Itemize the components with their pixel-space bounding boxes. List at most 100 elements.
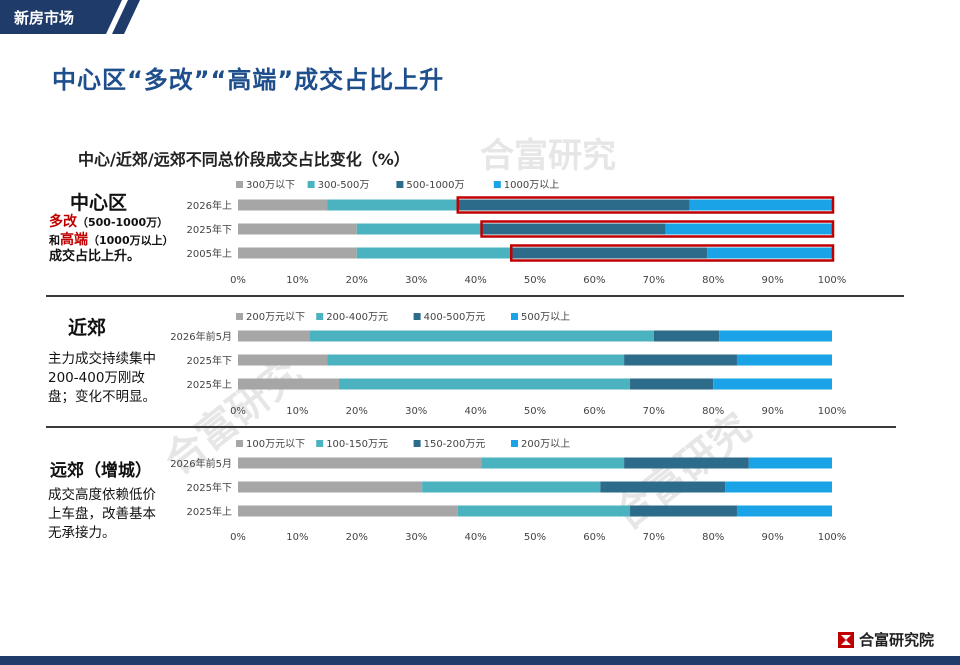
bar-segment <box>238 505 458 517</box>
suburb-note-line2: 200-400万刚改 <box>48 370 145 386</box>
category-label: 2026年前5月 <box>170 457 232 470</box>
bar-segment <box>356 247 512 259</box>
legend-swatch <box>511 440 518 447</box>
bar-segment <box>689 199 832 211</box>
bar-segment <box>238 378 339 390</box>
bar-segment <box>600 481 726 493</box>
x-tick-label: 10% <box>286 275 308 286</box>
bar-segment <box>665 223 832 235</box>
legend-label: 300-500万 <box>318 180 370 191</box>
x-tick-label: 10% <box>286 532 308 543</box>
x-tick-label: 30% <box>405 532 427 543</box>
bar-segment <box>630 378 714 390</box>
bar-segment <box>713 378 832 390</box>
legend-label: 1000万以上 <box>504 179 559 191</box>
bar-segment <box>481 223 666 235</box>
x-tick-label: 80% <box>702 275 724 286</box>
x-tick-label: 0% <box>230 275 246 286</box>
center-note-prefix: 和 <box>49 234 60 247</box>
x-tick-label: 50% <box>524 275 546 286</box>
section-header-label: 新房市场 <box>14 9 75 27</box>
bar-segment <box>630 505 737 517</box>
bar-segment <box>309 330 654 342</box>
section-header-tag <box>0 0 140 34</box>
legend-swatch <box>236 440 243 447</box>
legend-label: 200-400万元 <box>326 312 388 323</box>
slide-title: 中心区“多改”“高端”成交占比上升 <box>52 66 445 94</box>
bar-segment <box>457 199 690 211</box>
bar-segment <box>624 457 749 469</box>
legend-swatch <box>236 313 243 320</box>
legend-label: 100万元以下 <box>246 439 305 450</box>
legend-label: 500-1000万 <box>406 180 464 191</box>
suburb-heading: 近郊 <box>68 317 107 339</box>
center-note-line3: 成交占比上升。 <box>49 249 141 264</box>
x-tick-label: 70% <box>643 532 665 543</box>
bar-segment <box>736 505 832 517</box>
bar-segment <box>327 354 625 366</box>
category-label: 2025年上 <box>187 505 232 518</box>
x-tick-label: 0% <box>230 406 246 417</box>
legend-swatch <box>413 440 421 447</box>
bar-segment <box>338 378 631 390</box>
bar-segment <box>238 199 328 211</box>
x-tick-label: 100% <box>818 532 847 543</box>
bar-segment <box>748 457 832 469</box>
highlight-box <box>456 196 835 214</box>
x-tick-label: 40% <box>464 275 486 286</box>
category-label: 2025年下 <box>187 223 232 236</box>
bar-segment <box>481 457 625 469</box>
legend-swatch <box>236 181 243 188</box>
x-tick-label: 40% <box>464 532 486 543</box>
category-label: 2026年前5月 <box>170 330 232 343</box>
legend-swatch <box>413 313 421 320</box>
bar-segment <box>511 247 708 259</box>
suburb-note-line1: 主力成交持续集中 <box>48 351 156 367</box>
x-tick-label: 60% <box>583 275 605 286</box>
x-tick-label: 80% <box>702 532 724 543</box>
bar-segment <box>238 481 423 493</box>
x-tick-label: 30% <box>405 406 427 417</box>
x-tick-label: 90% <box>761 406 783 417</box>
brand-logo-icon <box>838 631 854 648</box>
x-tick-label: 50% <box>524 406 546 417</box>
center-note-line2: 和高端（1000万以上） <box>49 230 174 250</box>
x-tick-label: 60% <box>583 406 605 417</box>
brand: 合富研究院 <box>838 629 934 650</box>
legend-label: 200万元以下 <box>246 312 305 323</box>
category-label: 2025年下 <box>187 354 232 367</box>
center-heading: 中心区 <box>70 192 128 214</box>
legend-label: 500万以上 <box>521 311 570 323</box>
legend-label: 200万以上 <box>521 438 570 450</box>
suburb-note-line3: 盘；变化不明显。 <box>48 389 156 405</box>
footer-bar <box>0 656 960 665</box>
outer-note-line2: 上车盘，改善基本 <box>48 506 156 522</box>
x-tick-label: 10% <box>286 406 308 417</box>
legend-label: 150-200万元 <box>424 439 486 450</box>
watermark: 合富研究 <box>480 136 616 176</box>
bar-segment <box>327 199 458 211</box>
bar-segment <box>238 457 482 469</box>
highlight-box <box>509 244 835 262</box>
x-tick-label: 20% <box>346 406 368 417</box>
bar-segment <box>624 354 737 366</box>
x-tick-label: 30% <box>405 275 427 286</box>
x-tick-label: 90% <box>761 532 783 543</box>
legend-swatch <box>316 313 324 320</box>
bar-segment <box>238 247 357 259</box>
x-tick-label: 60% <box>583 532 605 543</box>
chart-title: 中心/近郊/远郊不同总价段成交占比变化（%） <box>78 150 410 169</box>
x-tick-label: 70% <box>643 406 665 417</box>
bar-segment <box>356 223 482 235</box>
x-tick-label: 40% <box>464 406 486 417</box>
legend-swatch <box>511 313 518 320</box>
section-divider <box>46 295 904 297</box>
category-label: 2005年上 <box>187 247 232 260</box>
section-divider <box>46 426 896 428</box>
legend-label: 300万以下 <box>246 180 295 191</box>
bar-segment <box>719 330 832 342</box>
x-tick-label: 70% <box>643 275 665 286</box>
bar-segment <box>238 223 357 235</box>
legend-swatch <box>307 181 315 188</box>
x-tick-label: 100% <box>818 406 847 417</box>
